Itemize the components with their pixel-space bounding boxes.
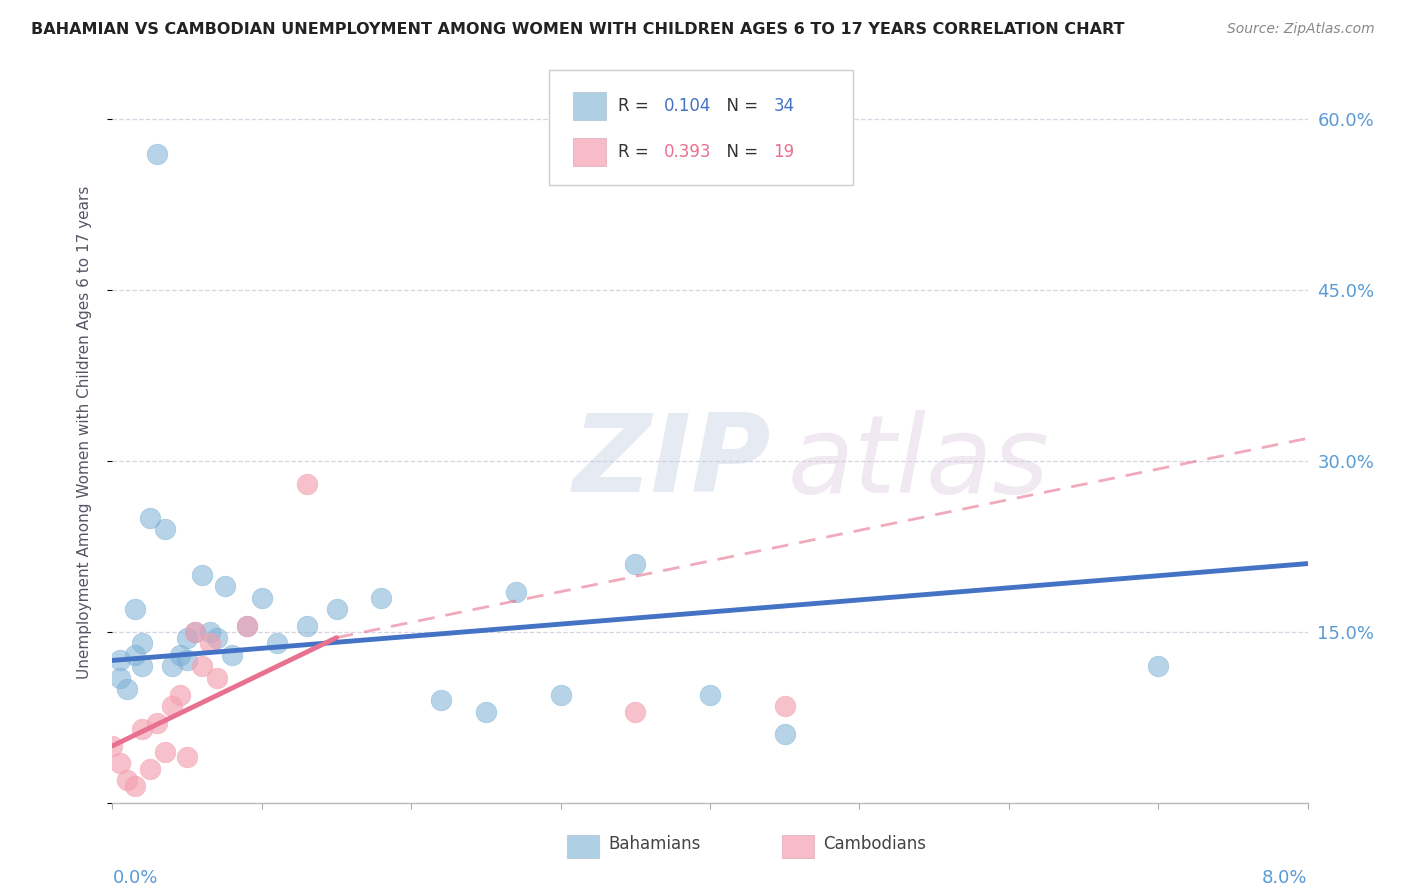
Point [131, 722, 153, 736]
Point [101, 739, 124, 753]
Point [699, 688, 721, 702]
Point [146, 716, 169, 731]
Text: BAHAMIAN VS CAMBODIAN UNEMPLOYMENT AMONG WOMEN WITH CHILDREN AGES 6 TO 17 YEARS : BAHAMIAN VS CAMBODIAN UNEMPLOYMENT AMONG… [31, 22, 1125, 37]
Text: Source: ZipAtlas.com: Source: ZipAtlas.com [1227, 22, 1375, 37]
Point [370, 591, 392, 605]
Text: 19: 19 [773, 143, 794, 161]
Point [198, 624, 221, 639]
Point [505, 585, 527, 599]
FancyBboxPatch shape [567, 835, 599, 858]
Text: Cambodians: Cambodians [824, 835, 927, 853]
Point [146, 146, 169, 161]
Point [139, 762, 162, 776]
Point [266, 636, 288, 650]
Text: Bahamians: Bahamians [609, 835, 700, 853]
Point [183, 624, 205, 639]
Point [550, 688, 572, 702]
Text: atlas: atlas [787, 409, 1050, 515]
Point [236, 619, 259, 633]
Point [176, 631, 198, 645]
Point [773, 698, 796, 713]
FancyBboxPatch shape [572, 138, 606, 166]
Point [205, 631, 228, 645]
Point [176, 653, 198, 667]
Point [176, 750, 198, 764]
Point [139, 511, 162, 525]
Point [250, 591, 273, 605]
Point [295, 619, 318, 633]
Point [108, 671, 131, 685]
Point [117, 681, 139, 696]
Point [624, 557, 647, 571]
Point [153, 745, 176, 759]
Point [124, 779, 146, 793]
Text: 0.0%: 0.0% [112, 870, 157, 888]
Point [162, 659, 183, 673]
Point [183, 624, 205, 639]
Point [198, 636, 221, 650]
Text: N =: N = [716, 143, 763, 161]
FancyBboxPatch shape [782, 835, 814, 858]
Text: 0.104: 0.104 [664, 97, 711, 115]
Point [325, 602, 347, 616]
Text: 0.393: 0.393 [664, 143, 711, 161]
Point [124, 648, 146, 662]
Point [624, 705, 647, 719]
Text: R =: R = [619, 143, 654, 161]
Point [191, 659, 214, 673]
FancyBboxPatch shape [572, 92, 606, 120]
Text: 8.0%: 8.0% [1263, 870, 1308, 888]
Point [153, 523, 176, 537]
Point [205, 671, 228, 685]
Point [773, 727, 796, 741]
Point [108, 653, 131, 667]
Point [214, 579, 236, 593]
Point [1147, 659, 1170, 673]
Text: ZIP: ZIP [572, 409, 770, 516]
Point [236, 619, 259, 633]
Point [191, 568, 214, 582]
Point [475, 705, 498, 719]
Point [295, 476, 318, 491]
Point [221, 648, 243, 662]
Text: R =: R = [619, 97, 654, 115]
Point [124, 602, 146, 616]
Point [108, 756, 131, 770]
Point [162, 698, 183, 713]
Y-axis label: Unemployment Among Women with Children Ages 6 to 17 years: Unemployment Among Women with Children A… [77, 186, 91, 680]
Point [131, 636, 153, 650]
Point [131, 659, 153, 673]
Text: 34: 34 [773, 97, 794, 115]
Point [169, 688, 191, 702]
FancyBboxPatch shape [548, 70, 853, 185]
Point [430, 693, 453, 707]
Point [169, 648, 191, 662]
Point [117, 772, 139, 787]
Text: N =: N = [716, 97, 763, 115]
